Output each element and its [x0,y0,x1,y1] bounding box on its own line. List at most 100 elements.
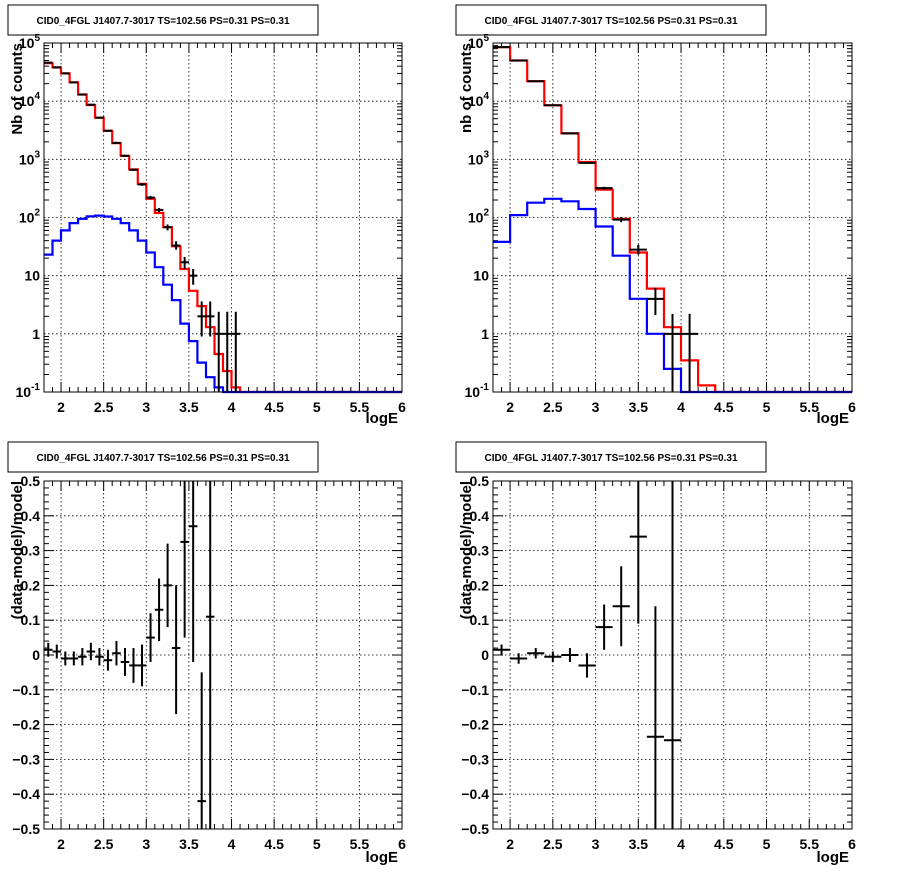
x-tick-label: 2.5 [543,836,563,852]
data-point [61,72,70,75]
x-tick-label: 6 [848,836,856,852]
x-tick-label: 6 [398,399,406,415]
plot-frame [492,480,853,830]
data-point [44,642,53,657]
y-axis-title: (data-model)/model [458,481,475,619]
y-tick-label: 0.2 [470,577,490,593]
x-tick-label: 5 [313,399,321,415]
data-point [188,269,198,285]
x-axis-title: logE [817,849,850,866]
x-tick-label: 5 [313,836,321,852]
data-point [561,648,579,662]
data-point [180,481,189,638]
x-axis-title: logE [366,849,399,866]
data-point [86,642,96,661]
chart-title-box [455,4,767,36]
x-tick-label: 3 [592,399,600,415]
data-point [629,481,647,624]
data-point [146,195,155,200]
data-point [171,241,181,250]
data-point [197,301,206,337]
x-tick-label: 4 [677,836,685,852]
data-point [78,648,87,666]
data-point [86,103,96,106]
y-axis-title: Nb of counts [9,43,26,135]
data-point [612,566,630,647]
y-tick-label: −0.4 [12,786,40,802]
data-point [231,311,241,392]
data-point [137,644,147,687]
data-point [129,168,138,172]
data-point [180,256,189,270]
y-tick-label: 104 [19,91,41,109]
data-point [493,46,511,49]
x-tick-label: 4 [228,836,236,852]
data-point [95,116,104,119]
x-tick-label: 3.5 [629,836,649,852]
data-point [578,161,596,164]
x-tick-label: 3 [592,836,600,852]
data-point [95,648,104,666]
data-point [595,604,613,650]
x-tick-label: 4.5 [264,836,284,852]
y-tick-label: 0.5 [470,473,490,489]
data-point [171,585,181,715]
x-tick-label: 2 [506,399,514,415]
y-tick-label: 10 [24,268,40,284]
x-tick-label: 4 [228,399,236,415]
x-tick-label: 6 [848,399,856,415]
data-point [103,129,113,132]
y-tick-label: −0.2 [461,717,489,733]
y-tick-label: −0.2 [12,717,40,733]
data-point [44,61,53,64]
x-tick-label: 5 [763,836,771,852]
data-point [510,59,528,62]
chart-panel-3: CID0_4FGL J1407.7-3017 TS=102.56 PS=0.31… [7,441,406,866]
model-histogram-1 [44,62,402,394]
y-axis-title: nb of counts [458,43,475,133]
data-point [544,104,562,107]
data-point [681,313,699,392]
data-point [561,132,579,135]
chart-title-box [7,441,319,473]
data-point [69,651,79,666]
data-point [112,141,121,144]
y-tick-label: 104 [468,91,490,109]
x-tick-label: 4.5 [714,399,734,415]
data-point [188,481,198,662]
data-point [527,80,545,83]
y-tick-label: −0.1 [12,682,40,698]
data-point [646,287,664,316]
y-tick-label: 0 [481,647,489,663]
x-tick-label: 3.5 [629,399,649,415]
chart-title: CID0_4FGL J1407.7-3017 TS=102.56 PS=0.31… [484,16,737,27]
y-tick-label: 0 [32,647,40,663]
data-point [214,311,223,392]
y-tick-label: 103 [19,149,41,167]
x-tick-label: 3 [142,836,150,852]
data-point [78,93,87,96]
data-point [595,186,613,190]
x-tick-label: 2.5 [543,399,563,415]
y-tick-label: 0.4 [21,508,41,524]
data-point [527,648,545,659]
data-point [52,66,62,69]
x-tick-label: 4.5 [714,836,734,852]
y-tick-label: −0.1 [461,682,489,698]
x-tick-label: 6 [398,836,406,852]
chart-title: CID0_4FGL J1407.7-3017 TS=102.56 PS=0.31… [36,16,289,27]
data-point [120,648,130,676]
data-point [197,672,206,829]
data-point [612,216,630,223]
data-point [129,648,138,683]
data-point [154,207,164,213]
y-tick-label: 102 [19,208,41,226]
y-tick-label: 1 [481,326,489,342]
chart-title: CID0_4FGL J1407.7-3017 TS=102.56 PS=0.31… [36,453,289,464]
y-tick-label: 10 [473,268,489,284]
plot-frame [43,480,403,830]
data-point [629,244,647,255]
data-point [103,649,113,671]
x-tick-label: 3.5 [179,836,199,852]
